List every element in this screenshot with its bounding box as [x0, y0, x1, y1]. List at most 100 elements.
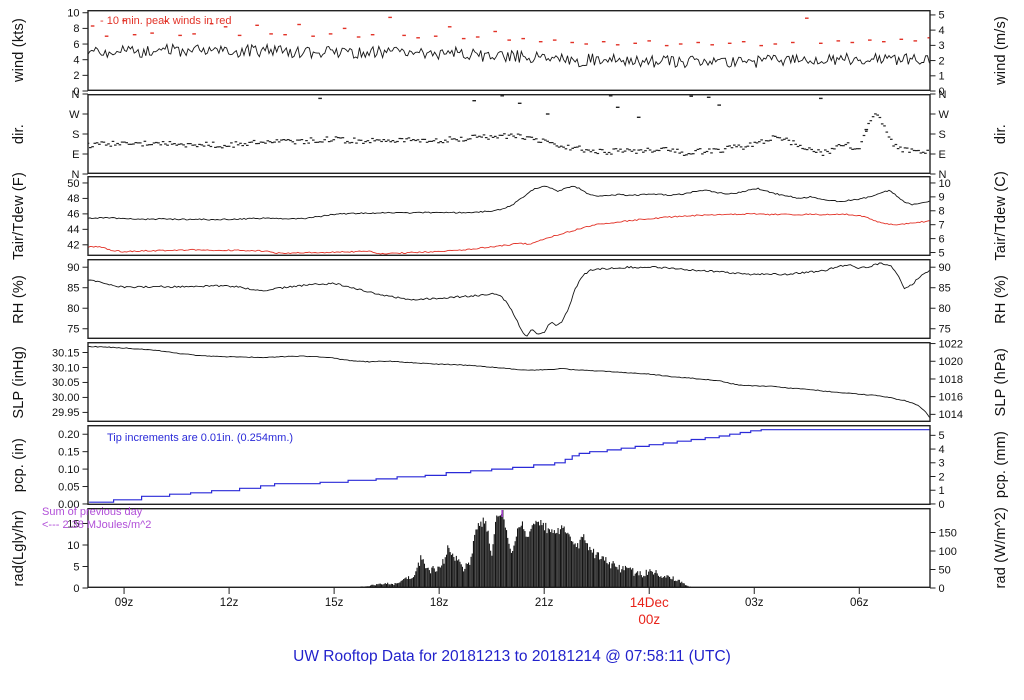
svg-text:6: 6: [939, 233, 945, 245]
svg-text:44: 44: [67, 224, 79, 236]
svg-text:3: 3: [939, 40, 945, 52]
svg-text:E: E: [939, 149, 946, 161]
svg-text:0.00: 0.00: [58, 499, 79, 511]
svg-text:29.95: 29.95: [52, 407, 80, 419]
y-axis-label-wind-ms: wind (m/s): [993, 16, 1009, 85]
svg-text:N: N: [939, 89, 947, 101]
svg-text:E: E: [72, 149, 79, 161]
svg-text:0: 0: [939, 499, 945, 511]
svg-text:5: 5: [73, 561, 79, 573]
svg-text:8: 8: [73, 23, 79, 35]
svg-text:S: S: [939, 129, 946, 141]
svg-text:50: 50: [67, 178, 79, 190]
panel-humidity: 75 80 85 90 75 80 85 90 RH (%) RH (%): [0, 258, 1024, 339]
svg-text:0.20: 0.20: [58, 429, 79, 441]
chart-title: UW Rooftop Data for 20181213 to 20181214…: [293, 648, 731, 665]
svg-text:10: 10: [67, 540, 79, 552]
svg-text:10: 10: [939, 178, 951, 190]
svg-text:0.05: 0.05: [58, 481, 79, 493]
svg-text:2: 2: [939, 471, 945, 483]
svg-text:1020: 1020: [939, 356, 963, 368]
radiation-sum-note-line1: Sum of previous day: [42, 506, 143, 518]
x-tick-label: 18z: [429, 597, 449, 609]
plot-area-wind: 0 2 4 6 8 10 0 1 2 3 4 5: [67, 8, 945, 98]
svg-text:50: 50: [939, 564, 951, 576]
svg-text:6: 6: [73, 39, 79, 51]
svg-text:1018: 1018: [939, 374, 963, 386]
svg-text:15: 15: [67, 518, 79, 530]
red-dash-marker: -: [100, 15, 104, 27]
y-axis-label-rh-left: RH (%): [11, 274, 27, 324]
svg-text:80: 80: [67, 303, 79, 315]
x-tick-date-label: 14Dec: [629, 595, 669, 610]
svg-text:5: 5: [939, 10, 945, 22]
svg-text:100: 100: [939, 546, 957, 558]
panel-pressure: 29.95 30.00 30.05 30.10 30.15 1014 1016 1018 102…: [0, 338, 1024, 422]
svg-text:5: 5: [939, 430, 945, 442]
svg-text:N: N: [72, 89, 80, 101]
radiation-sum-note-line2: <--- 2.38 MJoules/m^2: [42, 518, 152, 531]
x-tick-label: 15z: [324, 597, 344, 609]
svg-text:0: 0: [939, 86, 945, 98]
svg-text:1: 1: [939, 71, 945, 83]
svg-text:75: 75: [939, 324, 951, 336]
y-axis-label-pcp-mm: pcp. (mm): [993, 431, 1009, 499]
svg-text:30.05: 30.05: [52, 377, 80, 389]
panel-radiation: 0 5 10 15 0 50 100 150 rad(Lgly/hr) rad (W/m^2)…: [0, 506, 1024, 595]
svg-text:75: 75: [67, 324, 79, 336]
x-tick-label: 12z: [219, 597, 239, 609]
plot-area-rh: 75 80 85 90 75 80 85 90: [67, 258, 951, 339]
svg-text:4: 4: [73, 54, 79, 66]
svg-text:85: 85: [67, 283, 79, 295]
svg-text:2: 2: [73, 70, 79, 82]
svg-text:30.15: 30.15: [52, 347, 80, 359]
svg-text:150: 150: [939, 527, 957, 539]
svg-text:4: 4: [939, 444, 945, 456]
y-axis-label-rh-right: RH (%): [993, 274, 1009, 324]
svg-text:W: W: [939, 109, 950, 121]
peak-wind-note-text: 10 min. peak winds in red: [106, 15, 232, 27]
svg-text:1014: 1014: [939, 409, 963, 421]
svg-text:90: 90: [67, 262, 79, 274]
y-axis-label-temp-c: Tair/Tdew (C): [993, 171, 1009, 261]
svg-text:9: 9: [939, 192, 945, 204]
svg-text:30.10: 30.10: [52, 362, 80, 374]
x-tick-label: 06z: [849, 597, 869, 609]
svg-text:4: 4: [939, 25, 945, 37]
svg-text:1022: 1022: [939, 338, 963, 350]
panel-wind: 0 2 4 6 8 10 0 1 2 3 4 5 wind (kts) wind (m/s) - 10…: [0, 8, 1024, 98]
svg-text:30.00: 30.00: [52, 392, 80, 404]
svg-text:0.15: 0.15: [58, 446, 79, 458]
svg-text:1: 1: [939, 485, 945, 497]
plot-area-slp: 29.95 30.00 30.05 30.10 30.15 1014 1016 1018 102…: [52, 338, 963, 422]
svg-text:S: S: [72, 129, 79, 141]
x-tick-label: 09z: [114, 597, 134, 609]
svg-text:7: 7: [939, 219, 945, 231]
svg-text:10: 10: [67, 8, 79, 20]
tip-increment-note: Tip increments are 0.01in. (0.254mm.): [107, 432, 294, 444]
svg-text:42: 42: [67, 240, 79, 252]
x-tick-label: 21z: [534, 597, 554, 609]
svg-text:5: 5: [939, 247, 945, 259]
y-axis-label-slp-inhg: SLP (inHg): [11, 345, 27, 419]
x-tick-label: 03z: [744, 597, 764, 609]
svg-text:90: 90: [939, 262, 951, 274]
y-axis-label-temp-f: Tair/Tdew (F): [11, 172, 27, 260]
panel-temperature: 42 44 46 48 50 5 6 7 8 9 10 Tair/Tdew (F) Tair/Tde…: [0, 171, 1024, 261]
x-axis: 14Dec 00z 09z 12z 15z 18z 21z 03z 06z: [0, 588, 1024, 638]
svg-text:N: N: [72, 169, 80, 181]
y-axis-label-rad-lgly: rad(Lgly/hr): [11, 509, 27, 587]
svg-text:0.10: 0.10: [58, 464, 79, 476]
svg-text:1016: 1016: [939, 391, 963, 403]
svg-text:46: 46: [67, 209, 79, 221]
svg-text:0: 0: [73, 86, 79, 98]
svg-text:N: N: [939, 169, 947, 181]
x-tick-date-hour-label: 00z: [638, 612, 661, 627]
y-axis-label-dir-right: dir.: [993, 123, 1009, 145]
svg-text:8: 8: [939, 206, 945, 218]
svg-text:2: 2: [939, 55, 945, 67]
y-axis-label-slp-hpa: SLP (hPa): [993, 347, 1009, 417]
